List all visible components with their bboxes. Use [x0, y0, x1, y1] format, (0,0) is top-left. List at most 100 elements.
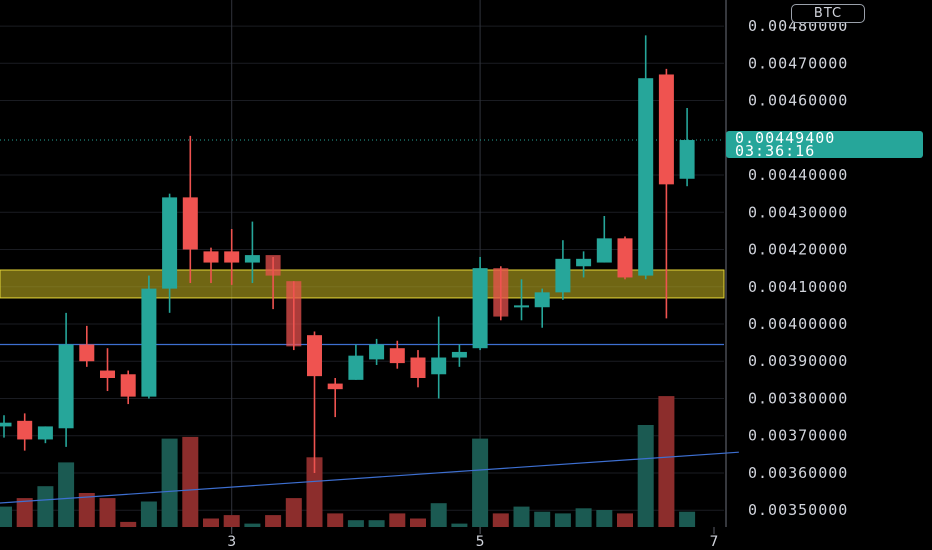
candle	[555, 240, 571, 300]
volume-bar	[203, 518, 219, 527]
candle-body	[617, 238, 633, 278]
candle	[576, 251, 592, 278]
price-tick-label: 0.00400000	[748, 315, 848, 333]
volume-bar	[430, 503, 447, 527]
candle	[141, 275, 157, 399]
candle-body	[265, 255, 281, 276]
candle-body	[348, 355, 364, 380]
bar-countdown: 03:36:16	[735, 142, 816, 160]
time-tick-label: 3	[227, 534, 236, 550]
volume-bar	[78, 493, 95, 527]
volume-bar	[637, 425, 654, 527]
volume-bar	[58, 462, 75, 527]
volume-bar	[327, 513, 344, 527]
volume-bar	[658, 396, 675, 527]
price-tick-label: 0.00350000	[748, 501, 848, 519]
price-tick-label: 0.00460000	[748, 92, 848, 110]
candle	[431, 316, 447, 399]
price-tick-label: 0.00380000	[748, 389, 848, 407]
candle-body	[410, 357, 426, 378]
volume-bar	[0, 506, 12, 527]
candle-body	[244, 255, 260, 263]
candle	[182, 135, 198, 284]
candle-body	[17, 420, 33, 440]
volume-bar	[347, 520, 364, 527]
candle-body	[369, 344, 385, 360]
support-zone[interactable]	[0, 269, 725, 299]
price-tick-label: 0.00470000	[748, 54, 848, 72]
candle-body	[638, 78, 654, 276]
volume-bar	[182, 436, 199, 527]
volume-bar	[554, 513, 571, 527]
candle-body	[534, 292, 550, 308]
volume-bar	[99, 498, 116, 527]
volume-bar	[389, 513, 406, 527]
candle-body	[141, 288, 157, 397]
candle	[348, 344, 364, 380]
candle	[410, 350, 426, 388]
volume-bar	[120, 521, 137, 527]
candle	[617, 236, 633, 280]
candle-body	[120, 374, 136, 397]
volume-bar	[617, 513, 633, 527]
volume-bar	[368, 520, 385, 527]
time-axis[interactable]: 3 5 7	[227, 527, 718, 550]
candle	[451, 344, 467, 367]
candle-body	[576, 258, 592, 267]
candle-body	[679, 140, 695, 179]
volume-bar	[285, 498, 302, 527]
candle	[203, 247, 219, 284]
volume-bar	[223, 515, 240, 527]
candle	[493, 266, 509, 321]
candle-body	[555, 258, 571, 293]
candle	[658, 68, 674, 319]
candle	[472, 256, 488, 351]
candle-body	[58, 344, 74, 429]
candle	[307, 331, 322, 473]
candle	[265, 255, 281, 310]
price-tick-label: 0.00440000	[748, 166, 848, 184]
candle-body	[493, 268, 509, 317]
candle	[534, 288, 550, 328]
candlesticks	[0, 35, 695, 473]
current-price-label: 0.00449400 03:36:16	[726, 131, 923, 160]
candle	[327, 378, 343, 418]
candle-body	[451, 351, 467, 358]
volume-bar	[306, 457, 323, 527]
candle-body	[596, 238, 612, 263]
price-tick-label: 0.00420000	[748, 241, 848, 259]
candle-body	[79, 344, 95, 362]
candle	[224, 229, 240, 285]
candle	[638, 35, 654, 280]
candle-body	[327, 383, 343, 390]
candle-body	[162, 197, 178, 289]
support-zone-rect	[0, 269, 725, 299]
price-tick-label: 0.00390000	[748, 352, 848, 370]
candle	[244, 221, 260, 284]
currency-badge[interactable]: BTC	[791, 4, 865, 23]
price-tick-label: 0.00370000	[748, 427, 848, 445]
volume-bar	[244, 523, 261, 527]
volume-bar	[534, 511, 551, 527]
price-axis[interactable]: 0.004800000.004700000.004600000.00440000…	[748, 17, 848, 519]
candle-body	[203, 251, 219, 263]
price-tick-label: 0.00360000	[748, 464, 848, 482]
volume-bar	[596, 510, 613, 527]
candle	[596, 216, 612, 263]
trend-line	[0, 451, 739, 504]
candle	[389, 340, 405, 369]
volume-bar	[472, 438, 489, 527]
volume-bar	[679, 511, 696, 527]
candle	[514, 279, 529, 321]
time-tick-label: 5	[476, 534, 485, 550]
candle-body	[37, 426, 53, 440]
candle	[100, 348, 115, 392]
volume-bar	[513, 506, 530, 527]
drawn-lines[interactable]	[0, 343, 739, 504]
volume-bar	[265, 515, 282, 527]
time-tick-label: 7	[710, 534, 719, 550]
price-tick-label: 0.00410000	[748, 278, 848, 296]
candle-body	[100, 370, 115, 378]
volume-bar	[16, 498, 33, 527]
